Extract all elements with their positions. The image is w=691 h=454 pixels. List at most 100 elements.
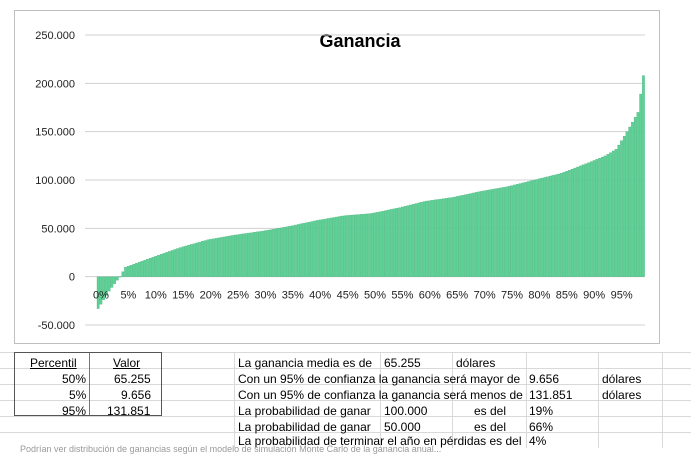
bar [601, 156, 604, 277]
bar [190, 244, 193, 277]
bar [373, 212, 377, 277]
bar [168, 251, 171, 277]
bar [288, 226, 292, 277]
row3-percentil: 95% [62, 404, 87, 418]
x-tick-label: 80% [528, 290, 550, 302]
bar [477, 191, 481, 277]
bar [620, 140, 623, 277]
bar [313, 220, 316, 277]
bar [250, 232, 253, 277]
bar [381, 210, 385, 277]
greater-label: Con un 95% de confianza la ganancia será… [238, 372, 521, 386]
chart-title: Ganancia [319, 31, 401, 51]
bar [211, 238, 215, 277]
bar [444, 198, 448, 277]
x-tick-label: 95% [611, 290, 633, 302]
bar [453, 196, 456, 277]
bar [581, 164, 585, 277]
bar [559, 173, 563, 277]
y-axis-ticks: 250.000 200.000 150.000 100.000 50.000 0 -50.0… [35, 30, 75, 332]
bar [543, 177, 547, 277]
bar [244, 233, 248, 277]
bar [157, 255, 160, 277]
bar [348, 215, 352, 277]
mean-value: 65.255 [384, 356, 421, 370]
bar [529, 180, 533, 277]
less-value: 131.851 [529, 388, 573, 402]
bar [291, 225, 295, 277]
bar [107, 276, 111, 292]
bar [400, 206, 404, 277]
bar [546, 176, 549, 277]
bar [346, 215, 349, 277]
bar [576, 166, 579, 277]
y-tick-label: 100.000 [35, 175, 75, 187]
x-tick-label: 60% [419, 290, 441, 302]
bar [365, 213, 369, 277]
x-tick-label: 30% [254, 290, 276, 302]
greater-unit: dólares [602, 372, 642, 386]
x-tick-label: 10% [145, 290, 167, 302]
bar [379, 211, 382, 277]
bar [472, 192, 475, 277]
prob50-amount: 50.000 [384, 420, 421, 434]
x-tick-label: 25% [227, 290, 249, 302]
x-tick-label: 5% [120, 290, 136, 302]
bar [505, 186, 508, 277]
bar [129, 265, 133, 277]
prob50-pct: 66% [529, 420, 554, 434]
bar [491, 189, 495, 277]
bar [584, 163, 588, 277]
prob50-es: es del [474, 420, 507, 434]
x-tick-label: 40% [309, 290, 331, 302]
bar [568, 170, 571, 277]
bar [532, 179, 536, 277]
bar [642, 75, 645, 277]
bar [420, 202, 423, 277]
bar [124, 267, 127, 277]
bar [261, 230, 264, 277]
prob100-pct: 19% [529, 404, 554, 418]
bar [636, 112, 640, 277]
bar [521, 182, 525, 277]
bar [469, 193, 473, 277]
bar [263, 230, 267, 277]
bar [447, 197, 451, 277]
bar [343, 215, 347, 277]
percentile-table [14, 352, 162, 416]
y-tick-label: 150.000 [35, 127, 75, 139]
y-tick-label: 50.000 [41, 223, 75, 235]
bar [321, 219, 325, 277]
prob100-label: La probabilidad de ganar [238, 404, 371, 418]
bar [433, 199, 437, 277]
bar [283, 227, 286, 277]
bar [411, 204, 415, 277]
y-tick-label: 250.000 [35, 30, 75, 42]
loss-label: La probabilidad de terminar el año en pé… [238, 434, 522, 448]
bar [579, 165, 582, 277]
bar [590, 161, 593, 277]
bar [233, 234, 237, 277]
bar [625, 131, 629, 277]
bar [510, 185, 514, 277]
bar [502, 187, 506, 277]
bar [222, 236, 226, 277]
loss-pct: 4% [529, 434, 547, 448]
bar [327, 218, 330, 277]
bar [195, 242, 199, 277]
bar [310, 221, 314, 277]
bar [302, 223, 305, 277]
bar [280, 227, 284, 277]
bar [187, 245, 190, 277]
bar [329, 217, 333, 277]
bars [96, 75, 645, 309]
less-unit: dólares [602, 388, 642, 402]
bar [483, 190, 486, 277]
bar [639, 93, 643, 277]
bar [217, 237, 221, 277]
bar [179, 247, 182, 277]
bar [557, 173, 560, 277]
x-tick-label: 0% [93, 290, 109, 302]
prob100-amount: 100.000 [384, 404, 428, 418]
bar [307, 221, 311, 277]
